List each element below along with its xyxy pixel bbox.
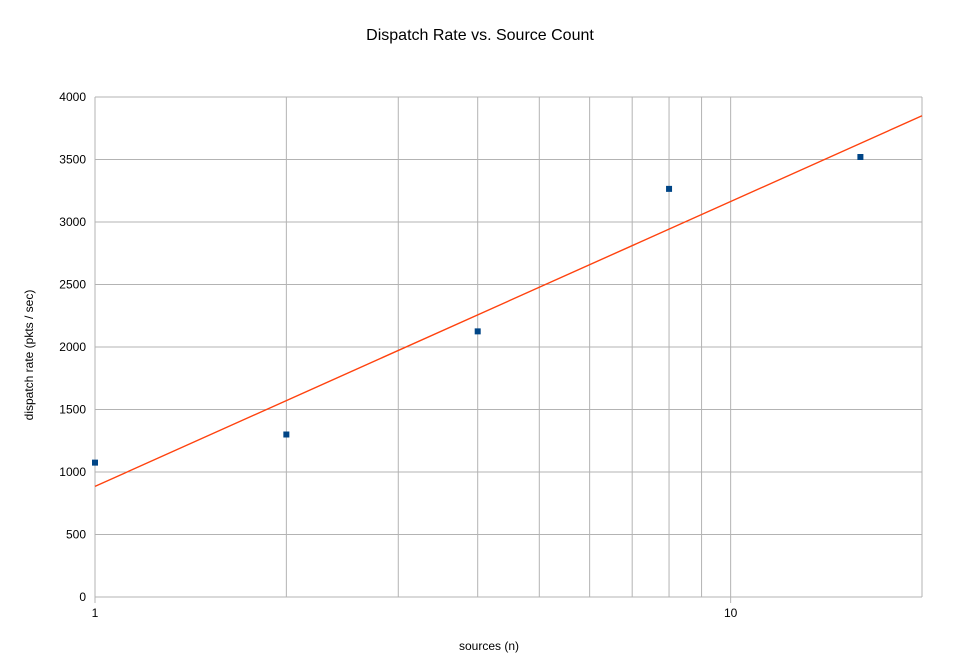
x-tick-label: 1 bbox=[92, 606, 99, 620]
y-tick-label: 3000 bbox=[59, 215, 86, 229]
trendline-group bbox=[94, 115, 923, 488]
x-axis-label: sources (n) bbox=[459, 639, 519, 653]
data-point bbox=[283, 431, 290, 438]
data-point bbox=[92, 459, 98, 466]
y-tick-label: 3500 bbox=[59, 153, 86, 167]
data-points bbox=[92, 154, 864, 466]
data-point bbox=[474, 328, 481, 335]
y-tick-label: 0 bbox=[79, 590, 86, 604]
x-tick-label: 10 bbox=[724, 606, 738, 620]
chart-title: Dispatch Rate vs. Source Count bbox=[366, 27, 594, 44]
data-point bbox=[857, 154, 864, 160]
y-tick-label: 1000 bbox=[59, 465, 86, 479]
y-tick-label: 500 bbox=[66, 528, 86, 542]
data-point bbox=[666, 185, 673, 192]
y-tick-label: 2000 bbox=[59, 340, 86, 354]
y-tick-label: 1500 bbox=[59, 403, 86, 417]
trendline bbox=[94, 115, 923, 488]
y-axis-label: dispatch rate (pkts / sec) bbox=[22, 290, 36, 421]
gridlines bbox=[94, 96, 923, 603]
y-tick-label: 2500 bbox=[59, 278, 86, 292]
tick-labels: 0 500 1000 1500 2000 2500 3000 3500 4000 1 10 bbox=[59, 90, 737, 620]
y-tick-label: 4000 bbox=[59, 90, 86, 104]
